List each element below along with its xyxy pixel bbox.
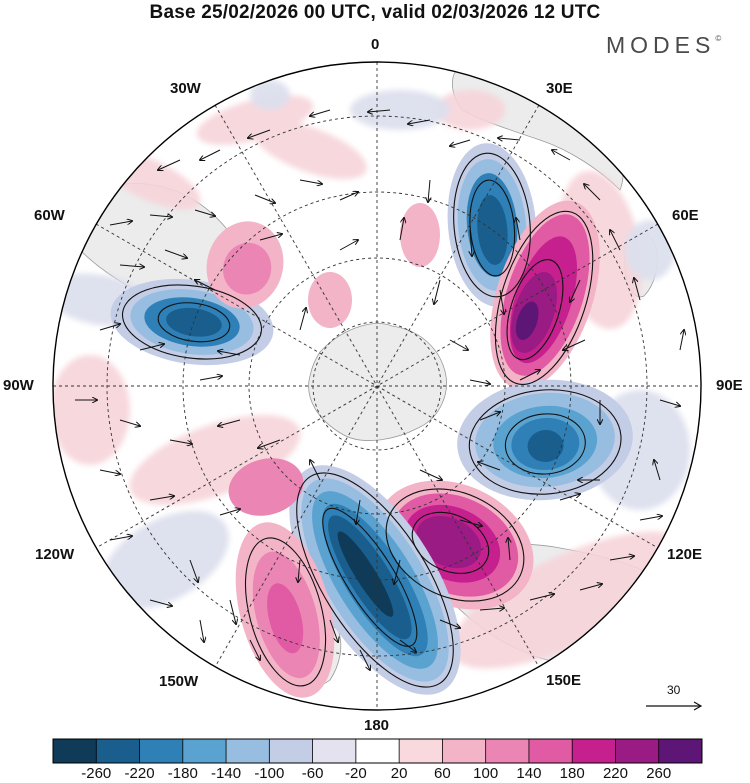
geopotential-contours (121, 152, 622, 688)
brand-mark: © (715, 34, 722, 44)
lon-label-60w: 60W (34, 207, 65, 224)
colorbar-label: -180 (167, 765, 198, 782)
anomaly-pink-central (228, 203, 440, 516)
lon-label-180: 180 (364, 717, 390, 734)
colorbar-label: 260 (646, 765, 672, 782)
colorbar-label: 100 (473, 765, 499, 782)
colorbar-label: 140 (516, 765, 542, 782)
colorbar-label: 60 (434, 765, 451, 782)
colorbar-label: 220 (602, 765, 628, 782)
graticule (53, 62, 701, 710)
anomaly-magenta-northeast (490, 200, 600, 390)
lon-label-0: 0 (371, 36, 380, 53)
map-boundary (52, 61, 702, 711)
colorbar-label: 20 (390, 765, 408, 782)
colorbar-label: 180 (559, 765, 585, 782)
lon-label-120e: 120E (667, 546, 703, 563)
lon-label-120w: 120W (35, 546, 75, 563)
colorbar-label: -140 (211, 765, 242, 782)
brand-text: MODES (606, 32, 716, 58)
anomaly-pink-west (206, 221, 284, 309)
colorbar-label: -260 (81, 765, 112, 782)
lon-label-60e: 60E (672, 207, 699, 224)
lon-label-30w: 30W (170, 80, 201, 97)
lon-label-30e: 30E (546, 80, 573, 97)
colorbar-label: -20 (345, 765, 367, 782)
reference-vector-label: 30 (667, 683, 681, 697)
antarctica-land (308, 323, 447, 441)
colorbar-label: -60 (301, 765, 324, 782)
colorbar-label: -100 (254, 765, 285, 782)
lon-label-90w: 90W (3, 377, 34, 394)
modes-logo: MODES© (606, 32, 721, 59)
anomaly-blue-east (457, 379, 633, 501)
lon-label-150e: 150E (546, 672, 582, 689)
colorbar-label: -220 (124, 765, 155, 782)
chart-title: Base 25/02/2026 00 UTC, valid 02/03/2026… (149, 2, 601, 23)
lon-label-90e: 90E (716, 377, 743, 394)
reference-vector-arrow (646, 701, 703, 711)
lon-label-150w: 150W (159, 673, 199, 690)
